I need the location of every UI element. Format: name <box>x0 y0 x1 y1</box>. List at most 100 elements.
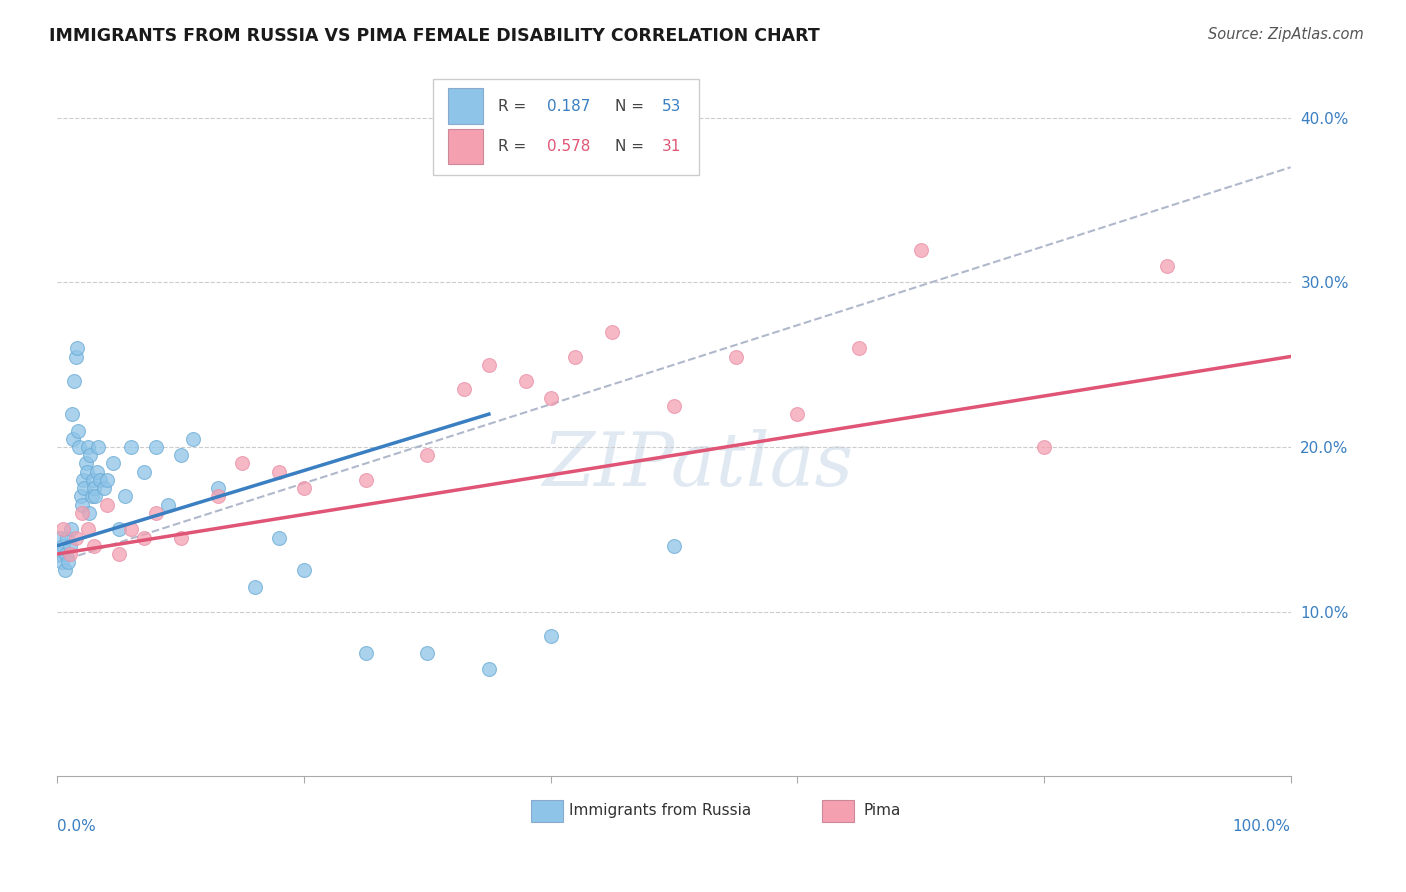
Point <box>83 539 105 553</box>
Point <box>848 341 870 355</box>
Point <box>48 531 70 545</box>
Point <box>72 473 94 487</box>
Point <box>89 473 111 487</box>
Point <box>96 473 118 487</box>
Text: 53: 53 <box>662 98 681 113</box>
Point <box>65 350 87 364</box>
Text: N =: N = <box>614 98 648 113</box>
Point <box>478 358 501 372</box>
Point <box>70 506 93 520</box>
Text: N =: N = <box>614 139 648 153</box>
Point <box>87 440 110 454</box>
Bar <box>531 799 562 822</box>
Point <box>58 547 80 561</box>
Point <box>56 531 79 545</box>
Point <box>82 473 104 487</box>
Bar <box>449 88 482 124</box>
Point <box>53 564 76 578</box>
Point <box>416 646 439 660</box>
Point <box>80 490 103 504</box>
Point <box>453 383 475 397</box>
Point <box>67 424 90 438</box>
Point <box>416 448 439 462</box>
Point <box>169 531 191 545</box>
Point <box>169 448 191 462</box>
Point <box>120 440 142 454</box>
Point <box>540 391 562 405</box>
Point <box>59 522 82 536</box>
Text: 100.0%: 100.0% <box>1233 819 1291 834</box>
Point <box>910 243 932 257</box>
Point <box>207 490 229 504</box>
FancyBboxPatch shape <box>433 79 699 175</box>
Point <box>269 465 291 479</box>
Point <box>58 539 80 553</box>
Point <box>69 490 91 504</box>
Point <box>145 440 167 454</box>
Point <box>515 374 537 388</box>
Point <box>231 457 253 471</box>
Point <box>77 522 100 536</box>
Point <box>79 448 101 462</box>
Text: 0.0%: 0.0% <box>58 819 96 834</box>
Point <box>66 341 89 355</box>
Point <box>96 498 118 512</box>
Point <box>52 522 75 536</box>
Point <box>70 498 93 512</box>
Text: 0.187: 0.187 <box>547 98 591 113</box>
Text: 0.578: 0.578 <box>547 139 591 153</box>
Point <box>62 432 84 446</box>
Point <box>76 465 98 479</box>
Point <box>292 564 315 578</box>
Point <box>55 547 77 561</box>
Point <box>58 555 80 569</box>
Point <box>132 465 155 479</box>
Text: IMMIGRANTS FROM RUSSIA VS PIMA FEMALE DISABILITY CORRELATION CHART: IMMIGRANTS FROM RUSSIA VS PIMA FEMALE DI… <box>49 27 820 45</box>
Point <box>84 490 107 504</box>
Point <box>207 481 229 495</box>
Point <box>354 646 377 660</box>
Point <box>67 440 90 454</box>
Text: ZIPatlas: ZIPatlas <box>543 428 853 501</box>
Point <box>269 531 291 545</box>
Text: R =: R = <box>498 98 530 113</box>
Point <box>73 481 96 495</box>
Text: Immigrants from Russia: Immigrants from Russia <box>569 804 751 818</box>
Point <box>114 490 136 504</box>
Point <box>93 481 115 495</box>
Point <box>65 531 87 545</box>
Point <box>83 481 105 495</box>
Point <box>354 473 377 487</box>
Point <box>243 580 266 594</box>
Text: 31: 31 <box>662 139 681 153</box>
Point <box>63 374 86 388</box>
Point <box>77 506 100 520</box>
Point <box>1156 259 1178 273</box>
Point <box>75 457 97 471</box>
Point <box>478 662 501 676</box>
Point <box>181 432 204 446</box>
Point <box>662 539 685 553</box>
Point <box>157 498 180 512</box>
Point <box>145 506 167 520</box>
Point <box>120 522 142 536</box>
Point <box>132 531 155 545</box>
Point <box>101 457 124 471</box>
Point <box>786 407 808 421</box>
Point <box>600 325 623 339</box>
Point <box>108 547 131 561</box>
Point <box>49 547 72 561</box>
Point <box>724 350 747 364</box>
Point <box>77 440 100 454</box>
Point <box>108 522 131 536</box>
Point <box>52 539 75 553</box>
Text: R =: R = <box>498 139 530 153</box>
Point <box>1032 440 1054 454</box>
Point <box>51 555 73 569</box>
Bar <box>823 799 853 822</box>
Text: Source: ZipAtlas.com: Source: ZipAtlas.com <box>1208 27 1364 42</box>
Point <box>292 481 315 495</box>
Point <box>540 629 562 643</box>
Bar <box>449 128 482 164</box>
Point <box>662 399 685 413</box>
